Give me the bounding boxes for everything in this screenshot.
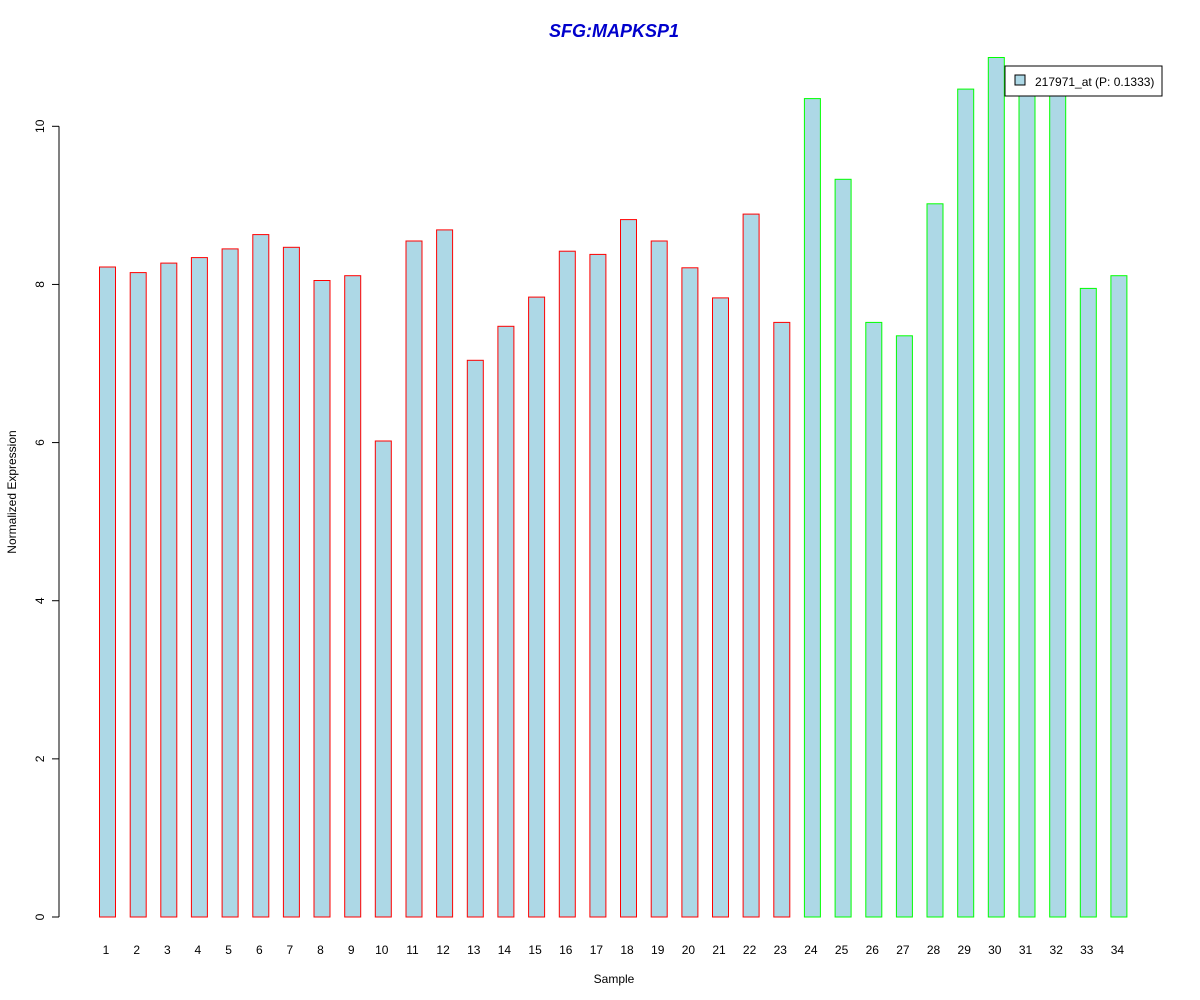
x-tick-label: 17 <box>590 943 604 957</box>
x-tick-label: 24 <box>804 943 818 957</box>
x-tick-label: 2 <box>133 943 140 957</box>
y-tick-label: 8 <box>33 281 47 288</box>
legend-swatch <box>1014 74 1026 86</box>
x-tick-label: 4 <box>195 943 202 957</box>
x-tick-label: 13 <box>467 943 481 957</box>
x-tick-label: 9 <box>348 943 355 957</box>
bar <box>1049 87 1067 918</box>
x-tick-label: 14 <box>498 943 512 957</box>
x-tick-label: 11 <box>406 943 419 957</box>
x-tick-label: 26 <box>866 943 880 957</box>
x-tick-label: 23 <box>774 943 788 957</box>
bar <box>834 178 852 918</box>
bar <box>589 253 607 918</box>
bar <box>865 321 883 918</box>
bar <box>987 57 1005 918</box>
x-tick-label: 25 <box>835 943 849 957</box>
y-tick-label: 4 <box>33 597 47 604</box>
legend-box <box>1004 65 1163 97</box>
x-tick-label: 27 <box>896 943 910 957</box>
bar <box>344 275 362 918</box>
x-tick-label: 16 <box>559 943 573 957</box>
x-tick-label: 12 <box>436 943 450 957</box>
bar <box>558 250 576 918</box>
x-tick-label: 20 <box>682 943 696 957</box>
x-tick-label: 10 <box>375 943 389 957</box>
bar <box>1110 275 1128 918</box>
bar <box>497 325 515 918</box>
x-tick-label: 29 <box>958 943 972 957</box>
bar <box>773 321 791 918</box>
x-tick-label: 34 <box>1111 943 1125 957</box>
y-tick-label: 2 <box>33 755 47 762</box>
bar <box>528 296 546 918</box>
bar <box>957 88 975 918</box>
x-tick-label: 5 <box>225 943 232 957</box>
x-tick-label: 1 <box>103 943 110 957</box>
x-tick-label: 15 <box>528 943 542 957</box>
legend: 217971_at (P: 0.1333) <box>1004 65 1163 97</box>
bar <box>313 280 331 918</box>
bar <box>160 262 178 918</box>
bar <box>742 213 760 918</box>
x-tick-labels: 1 2 3 4 5 6 7 8 9 10 11 12 13 14 15 16 17 18 19 20 21 22 23 24 2… <box>103 943 1125 957</box>
bar <box>405 240 423 918</box>
y-tick-label: 10 <box>33 119 47 133</box>
x-tick-label: 18 <box>620 943 634 957</box>
y-axis: 0 2 4 6 8 10 <box>33 119 60 920</box>
bar <box>712 297 729 918</box>
x-tick-label: 6 <box>256 943 263 957</box>
bars-group <box>99 57 1128 918</box>
bar <box>466 359 484 918</box>
bar <box>620 219 637 918</box>
x-tick-label: 3 <box>164 943 171 957</box>
bar <box>1018 90 1036 918</box>
x-tick-label: 7 <box>287 943 294 957</box>
bar <box>374 440 392 918</box>
bar <box>803 98 821 918</box>
bar <box>190 257 208 918</box>
bar <box>895 335 913 918</box>
bar <box>252 234 270 918</box>
x-tick-label: 33 <box>1080 943 1094 957</box>
bar <box>926 203 944 918</box>
x-tick-label: 28 <box>927 943 941 957</box>
bar <box>282 246 300 918</box>
x-tick-label: 21 <box>712 943 726 957</box>
bar <box>99 266 116 918</box>
bar <box>129 272 147 918</box>
y-tick-label: 0 <box>33 913 47 920</box>
x-tick-label: 22 <box>743 943 757 957</box>
bar <box>681 267 699 918</box>
bar <box>650 240 668 918</box>
bar <box>436 229 454 918</box>
bar <box>1079 287 1097 918</box>
x-tick-label: 32 <box>1050 943 1064 957</box>
x-tick-label: 31 <box>1019 943 1033 957</box>
x-tick-label: 30 <box>988 943 1002 957</box>
x-tick-label: 19 <box>651 943 665 957</box>
chart-title: SFG:MAPKSP1 <box>549 21 679 41</box>
x-axis-title: Sample <box>594 972 635 986</box>
bar <box>221 248 239 918</box>
legend-label: 217971_at (P: 0.1333) <box>1035 75 1154 89</box>
y-tick-label: 6 <box>33 439 47 446</box>
y-axis-title: Normalized Expression <box>5 430 19 553</box>
x-tick-label: 8 <box>317 943 324 957</box>
